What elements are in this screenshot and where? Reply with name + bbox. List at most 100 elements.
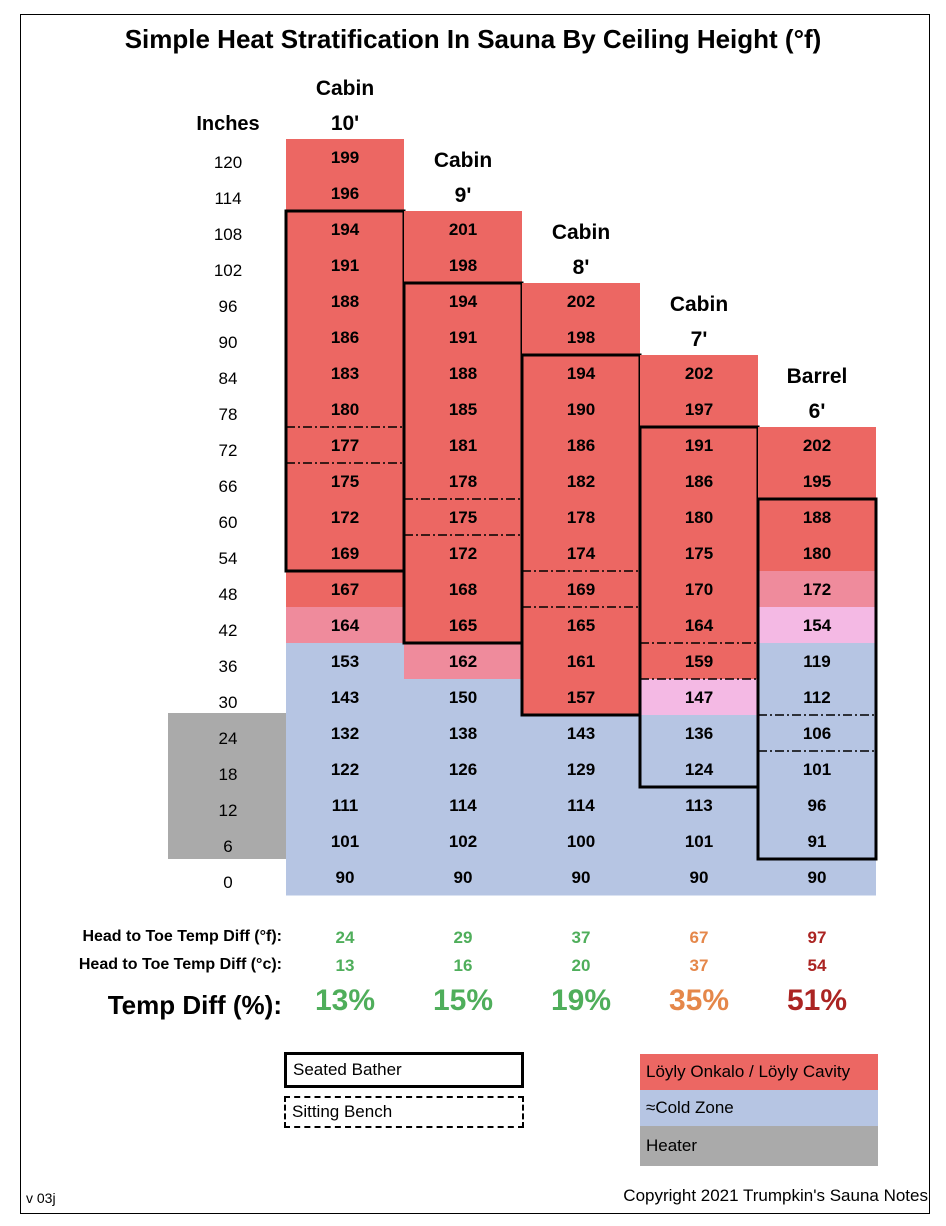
temp-cell	[286, 463, 404, 500]
temp-value-label: 186	[567, 436, 595, 455]
temp-cell	[522, 607, 640, 644]
temp-cell	[758, 715, 876, 752]
diff-f-value: 29	[453, 928, 473, 947]
temp-value-label: 136	[685, 724, 713, 743]
temp-cell	[522, 499, 640, 536]
temp-cell	[522, 859, 640, 896]
temp-value-label: 101	[803, 760, 831, 779]
temp-cell	[404, 679, 522, 716]
temp-value-label: 194	[331, 220, 360, 239]
temp-value-label: 195	[803, 472, 831, 491]
temp-value-label: 147	[685, 688, 713, 707]
inches-tick-label: 30	[219, 693, 238, 712]
temp-cell	[522, 391, 640, 428]
temp-value-label: 169	[331, 544, 359, 563]
temp-cell	[286, 283, 404, 320]
diff-pct-value: 15%	[432, 984, 494, 1017]
temp-cell	[286, 751, 404, 788]
temp-value-label: 101	[685, 832, 713, 851]
diff-c-label: Head to Toe Temp Diff (°c):	[78, 956, 282, 973]
diff-f-value: 97	[807, 928, 827, 947]
temp-cell	[640, 391, 758, 428]
temp-value-label: 112	[803, 688, 830, 707]
inches-tick-label: 102	[214, 261, 242, 280]
temp-value-label: 199	[331, 148, 359, 167]
temp-cell	[404, 283, 522, 320]
inches-tick-label: 42	[219, 621, 238, 640]
inches-tick-label: 36	[219, 657, 238, 676]
temp-cell	[640, 499, 758, 536]
temp-value-label: 143	[567, 724, 595, 743]
inches-tick-label: 18	[219, 765, 238, 784]
temp-value-label: 202	[803, 436, 831, 455]
inches-tick-label: 84	[219, 369, 238, 388]
temp-cell	[286, 427, 404, 464]
temp-cell	[404, 751, 522, 788]
temp-value-label: 188	[803, 508, 831, 527]
temp-cell	[758, 823, 876, 860]
temp-cell	[758, 463, 876, 500]
temp-value-label: 180	[803, 544, 831, 563]
inches-tick-label: 12	[219, 801, 238, 820]
inches-axis-label: Inches	[196, 113, 259, 135]
temp-value-label: 150	[449, 688, 477, 707]
temp-value-label: 111	[332, 796, 359, 815]
temp-value-label: 170	[685, 580, 713, 599]
temp-value-label: 90	[336, 868, 355, 887]
temp-cell	[286, 211, 404, 248]
chart-title: Simple Heat Stratification In Sauna By C…	[124, 24, 822, 54]
temp-cell	[404, 319, 522, 356]
column-name-label: Cabin	[316, 77, 374, 100]
temp-value-label: 154	[803, 616, 832, 635]
temp-cell	[522, 823, 640, 860]
temp-cell	[286, 859, 404, 896]
temp-value-label: 143	[331, 688, 359, 707]
temp-value-label: 132	[331, 724, 359, 743]
temp-value-label: 113	[685, 796, 712, 815]
temp-value-label: 175	[685, 544, 713, 563]
temp-value-label: 138	[449, 724, 477, 743]
temp-cell	[522, 535, 640, 572]
temp-value-label: 194	[567, 364, 596, 383]
temp-value-label: 172	[331, 508, 359, 527]
temp-cell	[404, 427, 522, 464]
column-height-label: 9'	[455, 184, 472, 207]
temp-cell	[640, 715, 758, 752]
diff-pct-label: Temp Diff (%):	[107, 990, 282, 1020]
temp-cell	[640, 535, 758, 572]
temp-cell	[522, 751, 640, 788]
temp-value-label: 196	[331, 184, 359, 203]
temp-cell	[758, 427, 876, 464]
temp-value-label: 191	[449, 328, 477, 347]
temp-cell	[286, 571, 404, 608]
temp-value-label: 91	[808, 832, 827, 851]
temp-value-label: 201	[449, 220, 477, 239]
temp-value-label: 165	[567, 616, 595, 635]
diff-c-value: 16	[453, 956, 473, 975]
temp-cell	[758, 643, 876, 680]
temp-cell	[404, 643, 522, 680]
temp-cell	[522, 463, 640, 500]
temp-cell	[640, 859, 758, 896]
temp-value-label: 172	[449, 544, 477, 563]
temp-cell	[522, 715, 640, 752]
temp-cell	[286, 139, 404, 176]
temp-cell	[286, 643, 404, 680]
diff-c-value: 54	[807, 956, 827, 975]
temp-value-label: 153	[331, 652, 359, 671]
temp-value-label: 178	[449, 472, 477, 491]
inches-tick-label: 108	[214, 225, 242, 244]
diff-f-value: 24	[335, 928, 355, 947]
legend-cold: ≈Cold Zone	[640, 1090, 878, 1126]
column-height-label: 6'	[809, 400, 826, 423]
temp-cell	[404, 607, 522, 644]
temp-value-label: 114	[449, 796, 477, 815]
temp-value-label: 185	[449, 400, 477, 419]
legend-heater: Heater	[640, 1126, 878, 1166]
temp-value-label: 180	[331, 400, 359, 419]
temp-value-label: 126	[449, 760, 477, 779]
inches-tick-label: 72	[219, 441, 238, 460]
diff-c-value: 13	[335, 956, 355, 975]
temp-value-label: 202	[567, 292, 595, 311]
temp-value-label: 177	[331, 436, 359, 455]
